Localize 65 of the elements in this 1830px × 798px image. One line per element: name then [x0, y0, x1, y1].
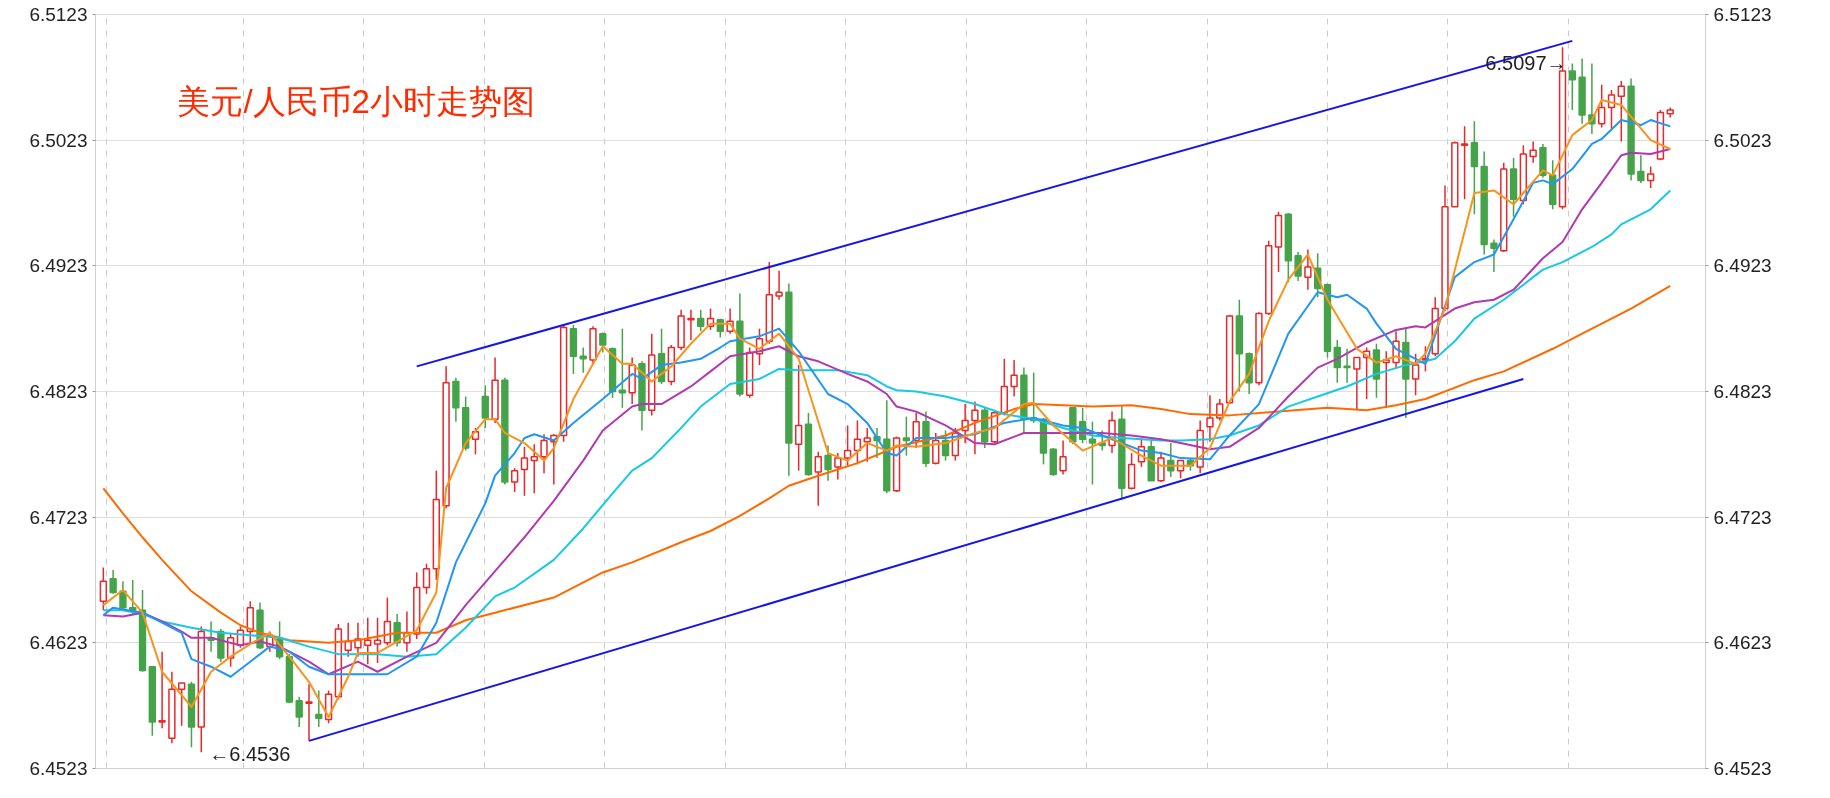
y-tick-label: 6.4823: [29, 381, 88, 402]
candlestick: [1617, 80, 1625, 143]
candlestick: [177, 682, 186, 727]
candlestick: [902, 415, 911, 457]
y2-tick-label: 6.4623: [1713, 632, 1772, 654]
candlestick: [1010, 359, 1018, 398]
y-tick-label: 6.4923: [29, 255, 88, 277]
candlestick: [697, 309, 705, 332]
y-tick-label: 6.5123: [29, 4, 88, 25]
candlestick: [422, 562, 431, 595]
candlestick: [510, 467, 519, 493]
candlestick: [1490, 238, 1498, 273]
candlestick: [481, 384, 489, 429]
candlestick: [109, 569, 117, 595]
y2-tick-label: 6.4823: [1713, 381, 1772, 402]
candlestick: [530, 443, 538, 495]
candlestick: [1598, 84, 1606, 129]
y2-tick-label: 6.5023: [1713, 129, 1772, 151]
y-tick-label: 6.4723: [29, 506, 88, 528]
candlestick: [540, 433, 548, 474]
y2-tick-label: 6.4923: [1713, 255, 1772, 277]
y2-tick-label: 6.5123: [1713, 4, 1772, 25]
y-tick-label: 6.4623: [29, 632, 88, 654]
candlestick: [1411, 353, 1420, 397]
candlestick: [814, 451, 822, 507]
candlestick: [687, 309, 695, 341]
candlestick: [971, 400, 979, 456]
candlestick: [1460, 125, 1469, 200]
candlestick: [863, 427, 871, 463]
candlestick: [158, 650, 166, 730]
candlestick: [119, 580, 127, 611]
candlestick: [1206, 394, 1214, 443]
candlestick: [1059, 439, 1067, 476]
y-tick-label: 6.5023: [29, 129, 88, 151]
candlestick: [599, 331, 607, 354]
candlestick: [344, 621, 352, 658]
candlestick: [305, 683, 313, 742]
candlestick: [775, 270, 783, 301]
candlestick: [373, 616, 382, 664]
candlestick: [99, 566, 108, 611]
annotation: ←6.4536: [209, 743, 291, 766]
candlestick: [579, 346, 587, 374]
candlestick: [1529, 140, 1537, 164]
candlestick: [295, 696, 303, 728]
candlestick: [364, 616, 372, 665]
candlestick: [1470, 120, 1479, 216]
candlestick: [1568, 62, 1576, 111]
candlestick: [315, 689, 323, 728]
candlestick: [618, 327, 627, 409]
candlestick: [1304, 248, 1312, 291]
y2-tick-label: 6.4523: [1713, 758, 1772, 779]
candlestick: [1353, 356, 1361, 410]
candlestick: [834, 452, 842, 481]
candlestick: [843, 424, 852, 467]
y2-tick-label: 6.4723: [1713, 506, 1772, 528]
y-tick-label: 6.4523: [29, 758, 88, 779]
text: 美元/人民币2小时走势图: [177, 82, 535, 120]
candlestick: [520, 446, 529, 497]
candlestick: [912, 412, 920, 449]
candlestick: [794, 364, 803, 472]
candlestick: [1637, 154, 1645, 184]
candlestick: [1646, 165, 1655, 189]
candlestick: [1088, 420, 1097, 486]
candlestick: [1127, 452, 1136, 491]
candlestick: [824, 444, 832, 482]
